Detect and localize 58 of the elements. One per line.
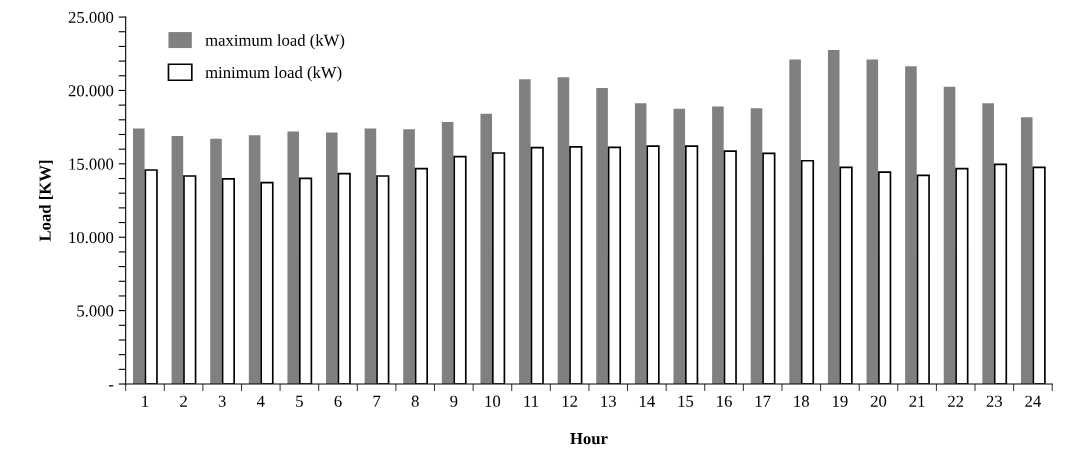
bar — [673, 108, 686, 385]
y-tick-label: - — [108, 385, 114, 387]
bar — [403, 129, 415, 385]
x-tick-label: 22 — [948, 395, 964, 407]
x-tick-label: 1 — [142, 395, 149, 407]
bar — [866, 59, 879, 385]
x-tick-label: 21 — [909, 395, 925, 407]
x-tick-label: 2 — [180, 395, 187, 407]
bar — [480, 113, 493, 385]
x-tick-label: 16 — [717, 395, 732, 407]
bar — [171, 136, 184, 385]
x-tick-label: 18 — [794, 395, 809, 407]
bar — [905, 66, 917, 385]
x-tick-label: 5 — [296, 395, 303, 407]
x-tick-label: 19 — [833, 395, 848, 407]
x-tick-label: 11 — [524, 395, 539, 407]
x-tick-label: 14 — [639, 395, 655, 407]
bar — [827, 49, 840, 385]
bar — [712, 106, 724, 385]
x-tick-label: 8 — [411, 395, 419, 407]
legend-label: minimum load (kW) — [205, 66, 342, 82]
x-axis-title: Hour — [570, 433, 608, 445]
y-tick-label: 10.000 — [69, 231, 114, 244]
bar — [441, 122, 454, 385]
bar — [634, 103, 647, 385]
x-tick-label: 12 — [562, 395, 578, 407]
x-tick-label: 15 — [678, 395, 694, 407]
x-tick-label: 23 — [986, 395, 1002, 407]
x-tick-label: 7 — [373, 395, 381, 407]
legend-label: maximum load (kW) — [205, 34, 345, 50]
bar — [982, 103, 994, 385]
bar — [1020, 117, 1033, 385]
bar — [596, 88, 608, 385]
y-tick-label: 5.000 — [77, 305, 114, 317]
bar — [210, 138, 222, 385]
x-tick-label: 24 — [1025, 395, 1041, 407]
bar — [557, 77, 570, 385]
y-tick-label: 25.000 — [68, 11, 114, 24]
bar — [133, 128, 145, 385]
x-tick-label: 13 — [601, 395, 616, 407]
y-tick-label: 20.000 — [68, 85, 114, 97]
bar — [326, 132, 338, 385]
y-tick-label: 15.000 — [69, 158, 114, 170]
x-tick-label: 6 — [334, 395, 342, 407]
bar — [943, 86, 956, 385]
bar — [248, 135, 261, 385]
x-tick-label: 4 — [256, 395, 265, 407]
x-tick-label: 3 — [218, 395, 226, 407]
x-tick-label: 17 — [755, 395, 771, 407]
bar — [364, 128, 377, 385]
x-tick-label: 10 — [485, 395, 501, 407]
bar — [750, 108, 763, 385]
y-axis-title: Load [KW] — [39, 160, 53, 242]
bar — [519, 79, 531, 385]
bar — [287, 131, 300, 385]
x-tick-label: 9 — [450, 395, 458, 407]
x-tick-label: 20 — [870, 395, 887, 407]
bar — [789, 59, 801, 385]
